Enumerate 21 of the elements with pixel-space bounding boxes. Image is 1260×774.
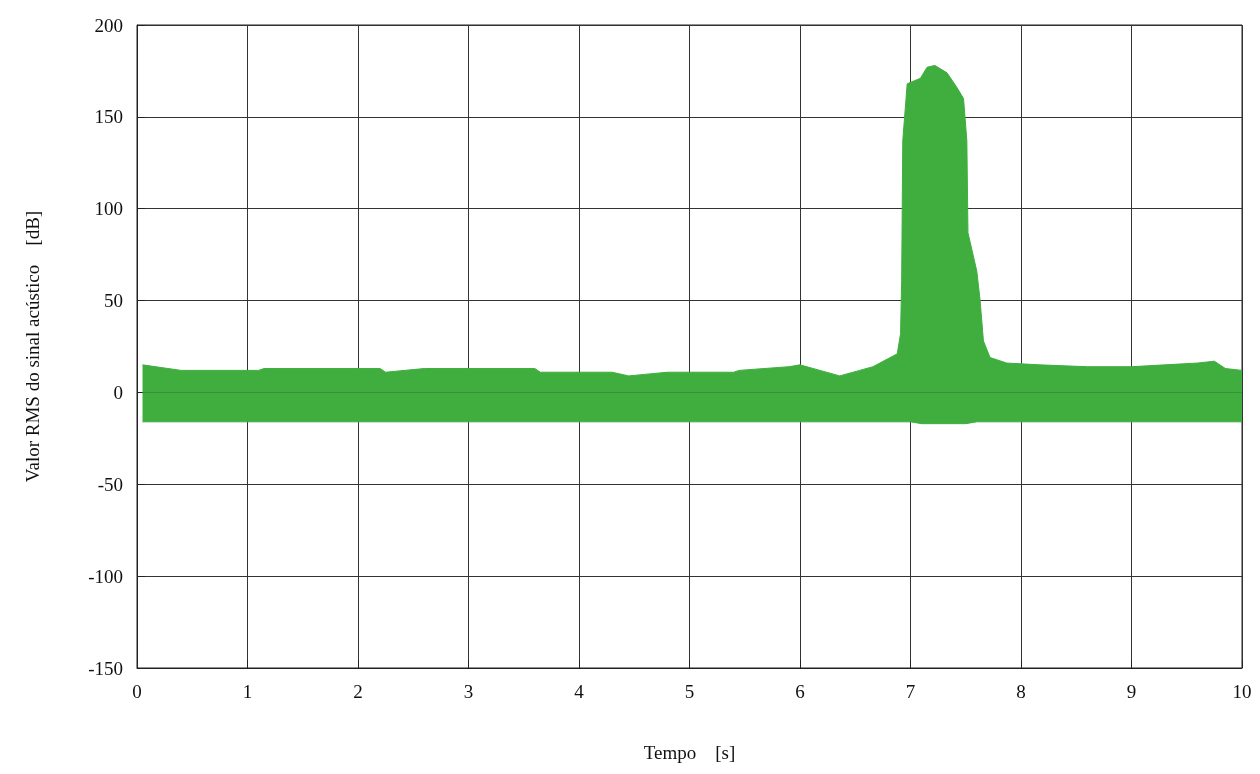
y-tick-label: 50 [104,290,123,312]
y-tick-label: -150 [88,657,123,679]
x-tick-label: 9 [1126,681,1137,702]
y-tick-label: 100 [94,198,123,220]
y-tick-label: -50 [97,473,123,495]
y-axis-title: Valor RMS do sinal acústico [dB] [22,210,43,483]
x-tick-label: 8 [1016,681,1026,702]
x-tick-label: 4 [574,681,585,702]
x-tick-label: 1 [242,681,253,702]
x-tick-label: 10 [1232,681,1252,702]
y-tick-label: 200 [94,14,123,36]
x-tick-label: 2 [353,681,363,702]
y-tick-label: 0 [113,381,123,403]
x-tick-label: 5 [684,681,695,702]
y-tick-label: 150 [94,106,123,128]
x-axis-title: Tempo [s] [643,742,736,763]
x-tick-label: 7 [905,681,916,702]
x-tick-label: 6 [795,681,805,702]
x-tick-label: 3 [463,681,474,702]
x-tick-label: 0 [132,681,142,702]
y-tick-label: -100 [88,565,123,587]
